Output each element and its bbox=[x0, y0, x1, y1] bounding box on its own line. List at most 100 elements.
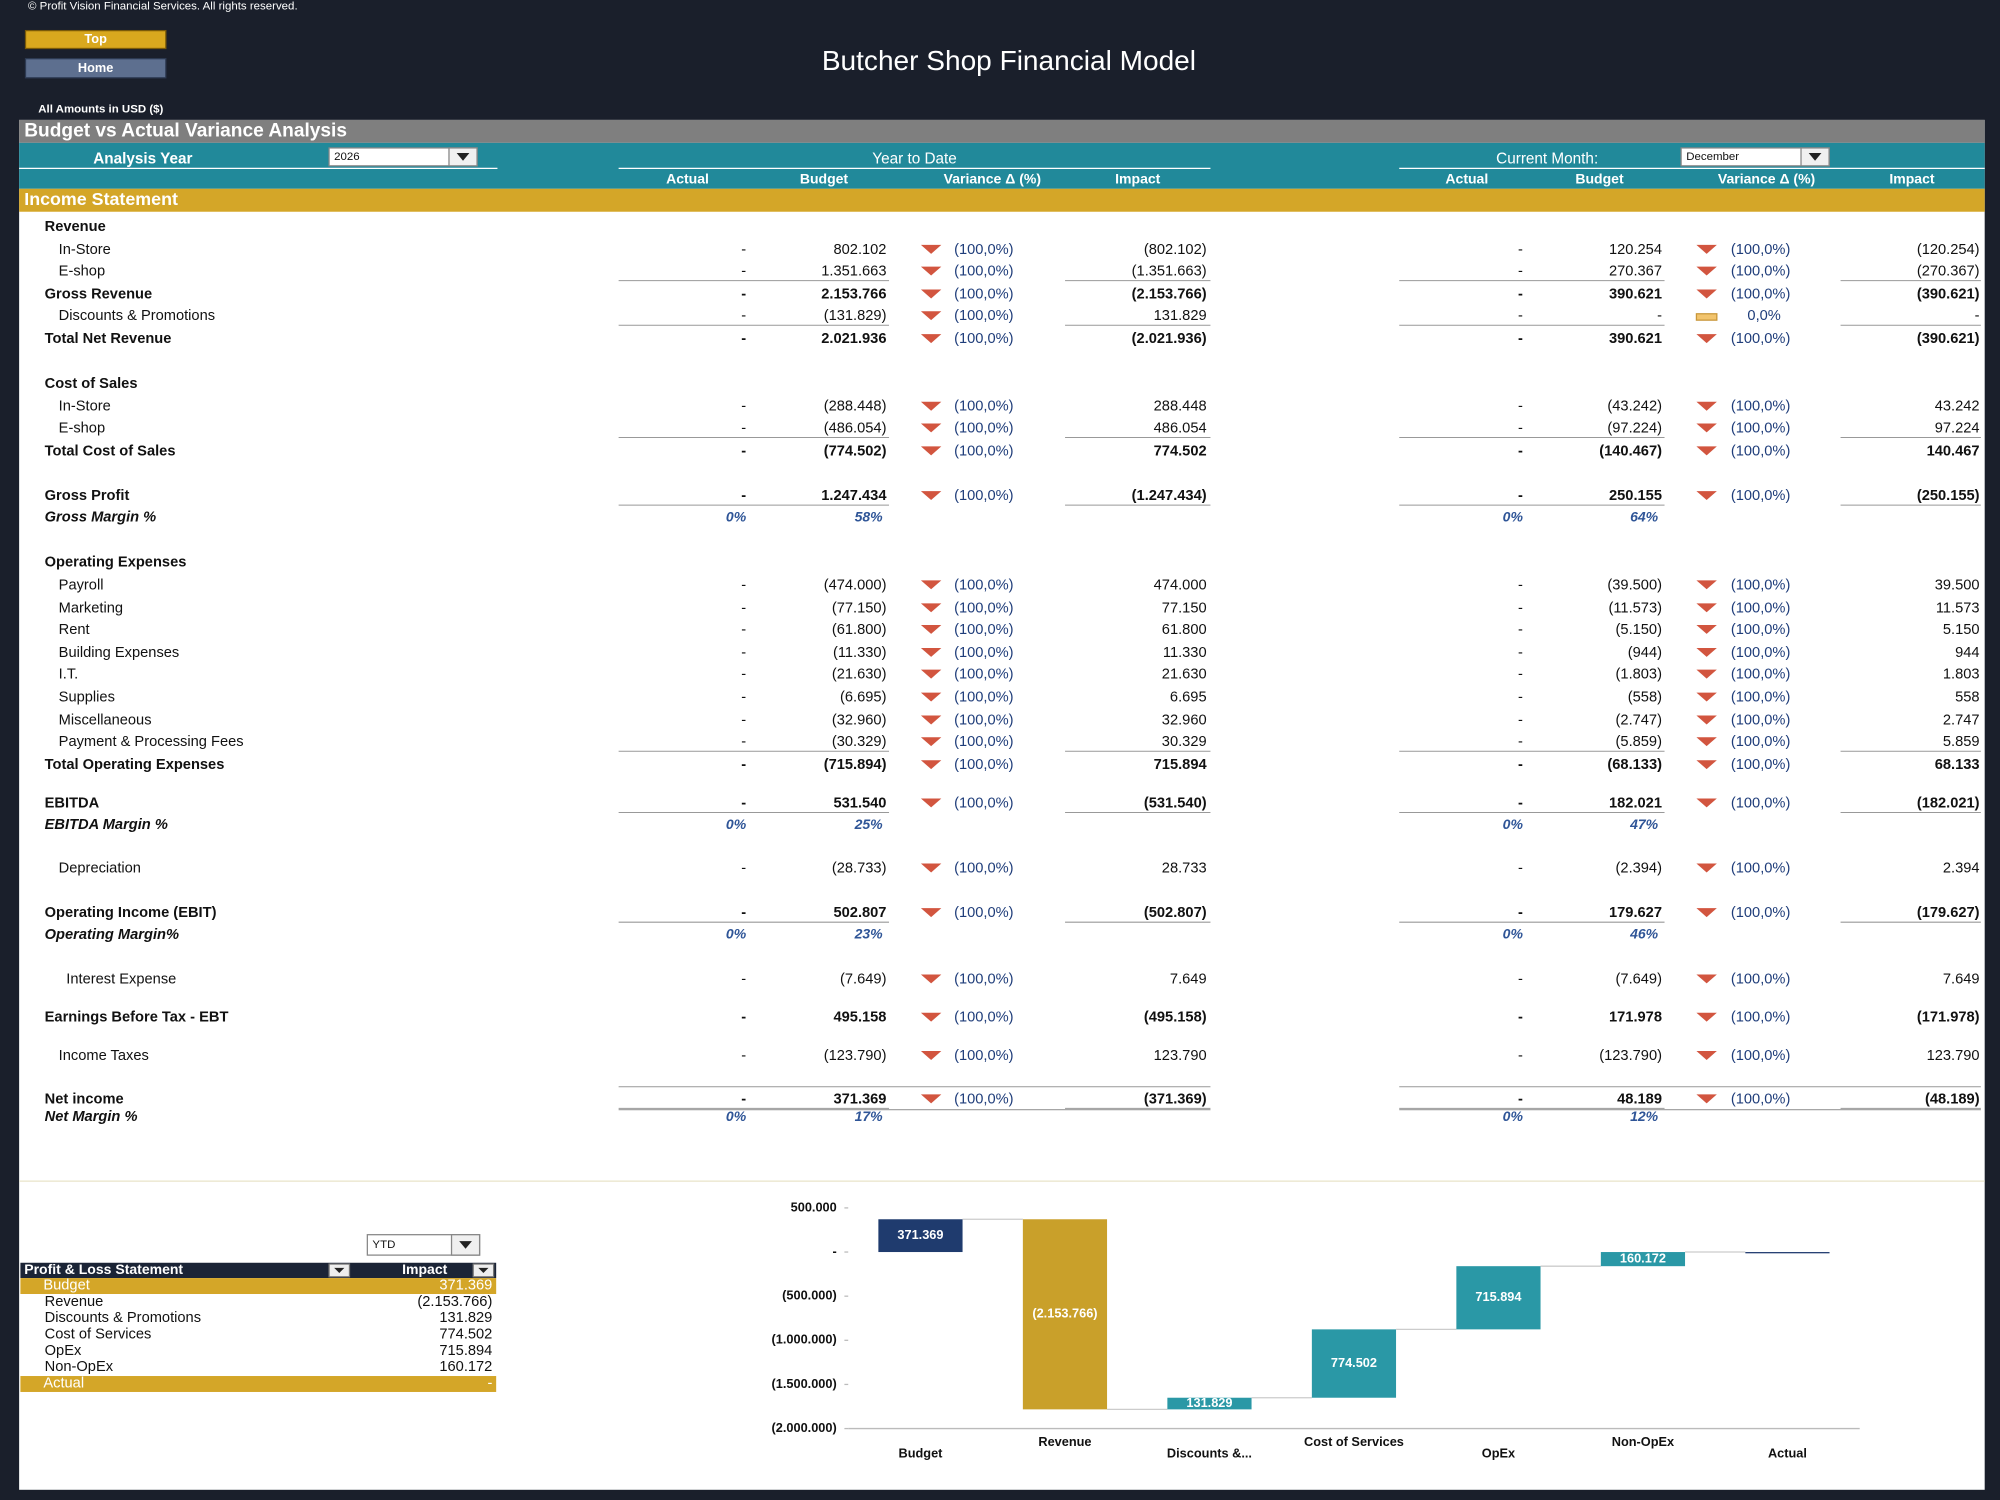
impact-value: 5.150 bbox=[1943, 622, 1980, 638]
impact-value: 11.330 bbox=[1163, 645, 1207, 661]
row-label: Income Taxes bbox=[59, 1048, 149, 1064]
budget-value: (715.894) bbox=[824, 757, 887, 773]
variance-value: (100,0%) bbox=[1731, 860, 1790, 876]
actual-value: - bbox=[1518, 1091, 1523, 1107]
down-arrow-icon bbox=[1696, 669, 1717, 679]
variance-value: (100,0%) bbox=[1731, 757, 1790, 773]
arrow-icon bbox=[478, 1267, 489, 1273]
actual-value: - bbox=[741, 1048, 746, 1064]
down-arrow-icon bbox=[920, 244, 942, 254]
ytd-label: Year to Date bbox=[872, 150, 956, 167]
variance-value: (100,0%) bbox=[1731, 1048, 1790, 1064]
row-label: In-Store bbox=[59, 399, 111, 415]
variance-value: (100,0%) bbox=[954, 795, 1013, 811]
bar bbox=[1167, 1397, 1252, 1410]
x-tick-label: Discounts &... bbox=[1167, 1445, 1252, 1460]
impact-value: (250.155) bbox=[1917, 488, 1980, 504]
down-arrow-icon bbox=[920, 715, 942, 725]
table-cell: Budget bbox=[43, 1278, 89, 1294]
actual-value: - bbox=[741, 287, 746, 303]
section-title: Income Statement bbox=[24, 189, 178, 209]
impact-value: 39.500 bbox=[1935, 577, 1980, 593]
impact-value: 5.859 bbox=[1943, 734, 1980, 750]
impact-value: (495.158) bbox=[1144, 1010, 1207, 1026]
down-arrow-icon bbox=[920, 401, 942, 411]
variance-value: (100,0%) bbox=[1731, 264, 1790, 280]
actual-value: - bbox=[1518, 645, 1523, 661]
impact-value: - bbox=[1975, 308, 1980, 324]
y-tick-label: (1.500.000) bbox=[772, 1376, 837, 1391]
down-arrow-icon bbox=[920, 446, 942, 456]
row-label: Marketing bbox=[59, 600, 123, 616]
down-arrow-icon bbox=[1696, 863, 1717, 873]
row-label: Operating Expenses bbox=[45, 554, 187, 570]
budget-value: (5.150) bbox=[1616, 622, 1662, 638]
budget-value: (7.649) bbox=[840, 971, 886, 987]
budget-value: 390.621 bbox=[1609, 331, 1662, 347]
impact-value: 2.747 bbox=[1943, 713, 1980, 729]
down-arrow-icon bbox=[1696, 974, 1717, 984]
margin-value: 0% bbox=[726, 816, 747, 832]
margin-value: 0% bbox=[726, 926, 747, 942]
row-label: Rent bbox=[59, 622, 90, 638]
row-label: Total Net Revenue bbox=[45, 331, 172, 347]
variance-value: (100,0%) bbox=[1731, 242, 1790, 258]
budget-value: (774.502) bbox=[824, 443, 887, 459]
top-button-label[interactable]: Top bbox=[84, 31, 107, 46]
actual-value: - bbox=[1518, 331, 1523, 347]
actual-value: - bbox=[741, 667, 746, 683]
budget-value: (11.573) bbox=[1608, 600, 1662, 616]
bar bbox=[878, 1219, 963, 1253]
impact-value: 486.054 bbox=[1154, 420, 1207, 436]
down-arrow-icon bbox=[920, 423, 942, 433]
actual-value: - bbox=[741, 420, 746, 436]
budget-value: (43.242) bbox=[1607, 399, 1662, 415]
down-arrow-icon bbox=[920, 1094, 942, 1104]
impact-value: 7.649 bbox=[1170, 971, 1207, 987]
variance-value: (100,0%) bbox=[954, 645, 1013, 661]
y-tick-label: 500.000 bbox=[791, 1199, 837, 1214]
row-label: Revenue bbox=[45, 219, 106, 235]
budget-value: 495.158 bbox=[833, 1010, 886, 1026]
budget-value: 120.254 bbox=[1609, 242, 1662, 258]
x-tick-label: Actual bbox=[1768, 1445, 1807, 1460]
impact-value: 11.573 bbox=[1936, 600, 1980, 616]
highlight-row bbox=[20, 1278, 497, 1295]
variance-value: (100,0%) bbox=[1731, 488, 1790, 504]
down-arrow-icon bbox=[1696, 266, 1717, 276]
variance-value: (100,0%) bbox=[954, 690, 1013, 706]
value-label: 160.172 bbox=[1620, 1250, 1666, 1265]
impact-value: 715.894 bbox=[1154, 757, 1208, 773]
budget-value: (21.630) bbox=[832, 667, 887, 683]
home-button[interactable] bbox=[24, 58, 167, 79]
actual-value: - bbox=[1518, 1048, 1523, 1064]
budget-value: 531.540 bbox=[833, 795, 886, 811]
budget-value: - bbox=[1657, 308, 1662, 324]
top-button[interactable] bbox=[24, 29, 167, 50]
flat-indicator-icon bbox=[1695, 313, 1718, 321]
actual-value: - bbox=[1518, 622, 1523, 638]
table-cell: Non-OpEx bbox=[45, 1359, 114, 1375]
month-value[interactable]: December bbox=[1686, 151, 1739, 163]
actual-value: - bbox=[1518, 264, 1523, 280]
year-value[interactable]: 2026 bbox=[334, 151, 360, 163]
actual-value: - bbox=[1518, 600, 1523, 616]
variance-value: (100,0%) bbox=[1731, 600, 1790, 616]
down-arrow-icon bbox=[920, 737, 942, 747]
down-arrow-icon bbox=[1696, 401, 1717, 411]
arrow-icon bbox=[1808, 153, 1822, 161]
variance-value: (100,0%) bbox=[954, 443, 1013, 459]
table-cell: - bbox=[487, 1376, 492, 1392]
impact-value: 21.630 bbox=[1162, 667, 1207, 683]
filter-value[interactable]: YTD bbox=[372, 1239, 395, 1251]
actual-value: - bbox=[741, 690, 746, 706]
down-arrow-icon bbox=[1696, 692, 1717, 702]
variance-value: (100,0%) bbox=[1731, 399, 1790, 415]
actual-value: - bbox=[1518, 713, 1523, 729]
margin-value: 23% bbox=[854, 926, 884, 942]
home-button-label[interactable]: Home bbox=[78, 60, 113, 75]
actual-value: - bbox=[741, 577, 746, 593]
y-tick-label: (2.000.000) bbox=[772, 1420, 837, 1435]
amounts-note: All Amounts in USD ($) bbox=[38, 104, 163, 116]
impact-value: (48.189) bbox=[1925, 1091, 1980, 1107]
